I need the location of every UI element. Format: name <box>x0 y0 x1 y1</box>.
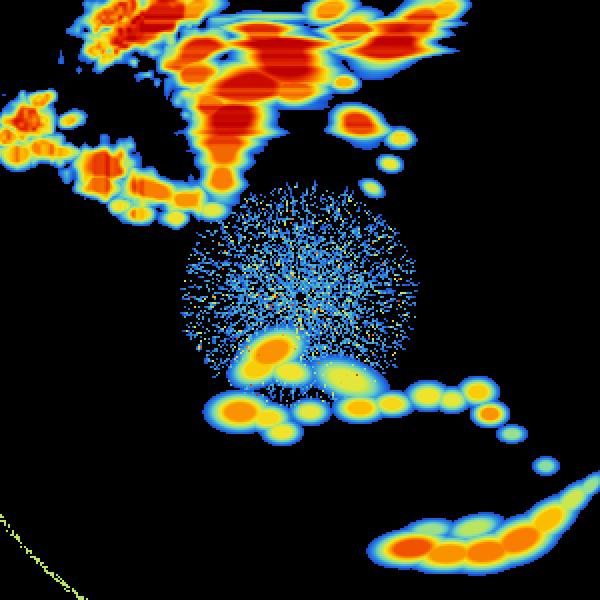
radar-reflectivity-canvas[interactable] <box>0 0 600 600</box>
radar-display[interactable] <box>0 0 600 600</box>
